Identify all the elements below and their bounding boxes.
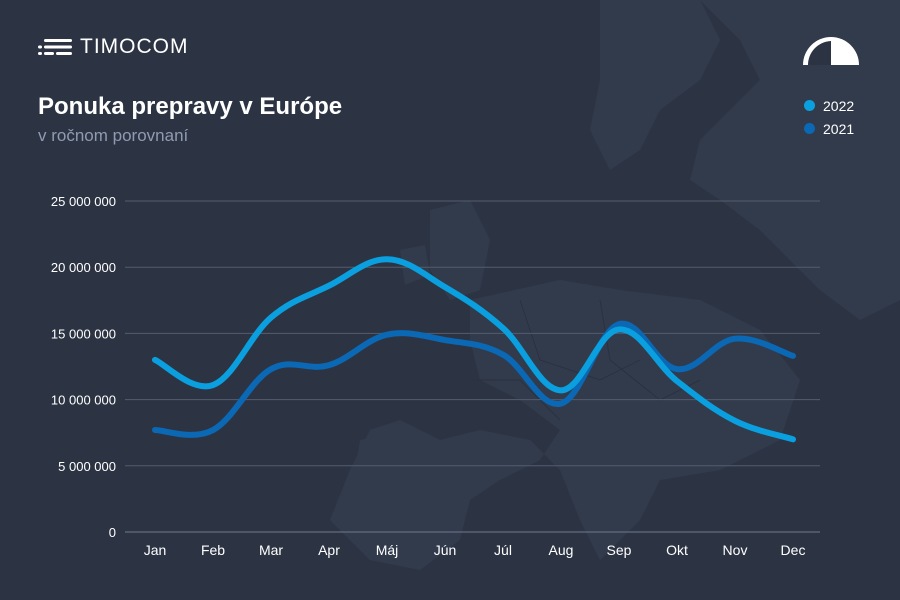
x-tick-label: Okt <box>666 542 688 558</box>
legend-label-2022: 2022 <box>823 97 855 114</box>
legend-swatch-2022 <box>804 100 815 111</box>
brand-name: TIMOCOM <box>80 35 189 58</box>
x-tick-label: Jún <box>434 542 457 558</box>
legend-swatch-2021 <box>804 123 815 134</box>
series-line-2021 <box>152 320 796 438</box>
legend-item-2022: 2022 <box>804 94 854 117</box>
y-tick-label: 0 <box>109 525 116 540</box>
chart-subtitle: v ročnom porovnaní <box>38 126 189 145</box>
y-axis-ticks: 0 5 000 000 10 000 000 15 000 000 20 000 000… <box>51 194 116 540</box>
chart-gridlines <box>125 200 820 533</box>
y-tick-label: 20 000 000 <box>51 260 116 275</box>
speedometer-icon <box>803 37 859 65</box>
x-tick-label: Feb <box>201 542 225 558</box>
x-tick-label: Sep <box>607 542 632 558</box>
y-tick-label: 10 000 000 <box>51 393 116 408</box>
y-tick-label: 5 000 000 <box>58 459 116 474</box>
chart-legend: 2022 2021 <box>804 94 854 140</box>
legend-item-2021: 2021 <box>804 117 854 140</box>
x-tick-label: Apr <box>318 542 340 558</box>
timocom-logo: TIMOCOM <box>38 35 188 59</box>
y-tick-label: 15 000 000 <box>51 326 116 341</box>
timocom-lines-icon <box>38 39 72 55</box>
chart-title: Ponuka prepravy v Európe <box>38 93 343 120</box>
x-tick-label: Jan <box>144 542 167 558</box>
x-tick-label: Nov <box>723 542 748 558</box>
x-axis-ticks: Jan Feb Mar Apr Máj Jún Júl Aug Sep Okt Nov Dec <box>144 542 806 558</box>
x-tick-label: Aug <box>549 542 574 558</box>
series-line-2022 <box>152 256 796 443</box>
x-tick-label: Júl <box>494 542 512 558</box>
y-tick-label: 25 000 000 <box>51 194 116 209</box>
x-tick-label: Dec <box>781 542 806 558</box>
chart-series <box>152 256 796 443</box>
x-tick-label: Mar <box>259 542 283 558</box>
legend-label-2021: 2021 <box>823 120 855 137</box>
x-tick-label: Máj <box>376 542 399 558</box>
